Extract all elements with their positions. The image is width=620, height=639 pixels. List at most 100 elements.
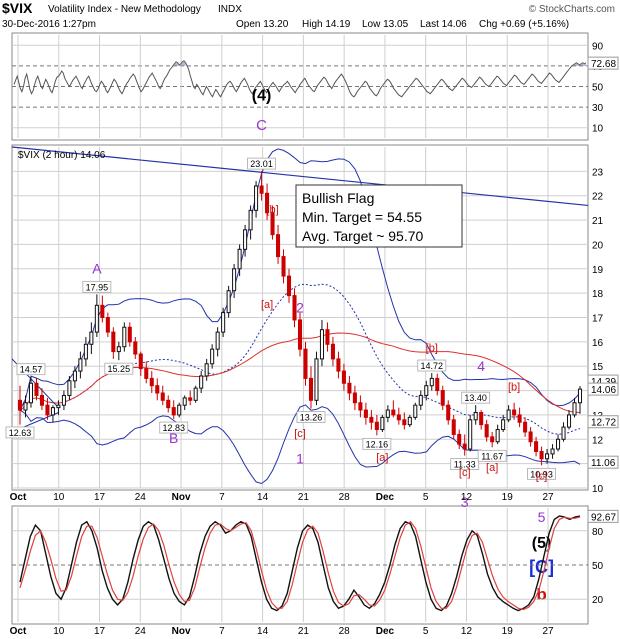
candle-body (550, 448, 555, 455)
price-point-box (461, 391, 491, 404)
stoch-y-tick: 20 (592, 595, 604, 606)
candle-body (248, 209, 253, 231)
candle-body (34, 382, 39, 396)
price-point-label: 17.95 (86, 282, 109, 292)
candle-body (457, 433, 462, 445)
change-value: Chg +0.69 (+5.16%) (479, 19, 569, 30)
candle-body (402, 419, 407, 426)
stoch-x-tick: 21 (298, 626, 310, 637)
top-y-tick: 30 (592, 103, 604, 114)
wave-label: 4 (477, 358, 485, 374)
price-y-tick: 16 (592, 338, 604, 349)
price-x-tick: 5 (423, 492, 429, 503)
top-overbought-fill (581, 62, 583, 66)
price-point-label: 11.33 (454, 460, 476, 470)
wave-label: 1 (296, 451, 304, 467)
price-point-box (159, 421, 189, 434)
top-overbought-fill (574, 62, 577, 66)
candle-body (391, 409, 396, 416)
stoch-x-tick: 27 (542, 626, 554, 637)
wave-label: [a] (261, 299, 273, 311)
candle-body (539, 450, 544, 460)
top-y-tick: 50 (592, 83, 604, 94)
candle-body (462, 443, 467, 450)
candle-body (319, 329, 324, 360)
price-x-tick: 7 (219, 492, 225, 503)
candle-body (303, 348, 308, 379)
candle-body (171, 407, 176, 416)
top-overbought-fill (582, 62, 585, 66)
wave-label: A (92, 261, 102, 277)
price-panel-title: $VIX (2 hour) 14.06 (18, 150, 106, 161)
candle-body (23, 402, 28, 411)
stoch-k-line (19, 515, 581, 612)
candle-body (221, 312, 226, 333)
top-overbought-fill (177, 62, 180, 66)
candle-body (270, 212, 275, 236)
price-x-tick: 24 (135, 492, 147, 503)
candle-body (473, 411, 478, 421)
stoch-y-tick: 50 (592, 561, 604, 572)
top-overbought-fill (184, 60, 186, 66)
stoch-x-tick: 10 (53, 626, 65, 637)
candle-body (28, 382, 34, 404)
price-point-label: 13.40 (464, 393, 487, 403)
candle-body (523, 421, 528, 433)
candle-body (561, 426, 566, 440)
wave-label: 5 (538, 509, 546, 525)
candle-body (446, 404, 451, 421)
price-side-label: 12.72 (591, 418, 616, 429)
candle-body (193, 387, 198, 401)
top-overbought-fill (172, 63, 175, 66)
stoch-x-tick: 24 (135, 626, 147, 637)
price-point-label: 23.01 (250, 159, 273, 169)
chart-symbol: $VIX (2, 0, 33, 16)
candle-body (330, 343, 335, 360)
price-side-label: 11.06 (591, 458, 616, 469)
candle-body (265, 192, 270, 214)
wave-label: [a] (376, 452, 388, 464)
wave-label: [c] (294, 428, 306, 440)
price-point-box (450, 458, 480, 471)
top-y-tick: 10 (592, 124, 604, 135)
stoch-x-axis: Oct 10 17 24 Nov 7 14 21 28 Dec 5 12 19 27 (10, 626, 554, 637)
candle-body (517, 414, 522, 423)
price-point-label: 14.72 (420, 361, 443, 371)
price-side-box (587, 382, 619, 396)
price-y-tick: 15 (592, 362, 604, 373)
low-value: Low 13.05 (362, 19, 409, 30)
candle-body (111, 331, 116, 353)
price-x-tick: 10 (53, 492, 65, 503)
candle-body (501, 419, 506, 431)
stoch-x-tick: 17 (94, 626, 106, 637)
candle-body (577, 388, 583, 404)
price-point-box (5, 426, 35, 439)
price-side-box (587, 455, 619, 469)
price-point-label: 12.16 (366, 439, 389, 449)
top-overbought-fill (576, 62, 579, 66)
price-x-tick: Dec (376, 492, 395, 503)
wave-label: [b] (426, 343, 438, 355)
candle-body (374, 421, 379, 431)
resistance-trendline (11, 146, 589, 207)
candle-body (259, 185, 264, 194)
stoch-x-tick: Nov (172, 626, 191, 637)
candle-body (314, 358, 319, 401)
stoch-y-tick: 80 (592, 527, 604, 538)
candle-body (352, 392, 357, 404)
candle-body (89, 331, 94, 345)
stoch-x-tick: 12 (461, 626, 473, 637)
wave-label: C (256, 117, 267, 134)
candle-body (369, 416, 374, 423)
price-x-tick: 12 (461, 492, 473, 503)
candle-body (94, 304, 99, 333)
price-point-label: 12.63 (9, 428, 32, 438)
price-point-label: 14.57 (20, 365, 43, 375)
wave-label: [c] (459, 467, 471, 479)
wave-label: 2 (296, 300, 304, 316)
candle-body (155, 385, 160, 394)
wave-label: [b] (508, 382, 520, 394)
candle-body (479, 411, 484, 426)
price-point-label: 10.93 (530, 469, 553, 479)
candle-body (237, 248, 242, 270)
